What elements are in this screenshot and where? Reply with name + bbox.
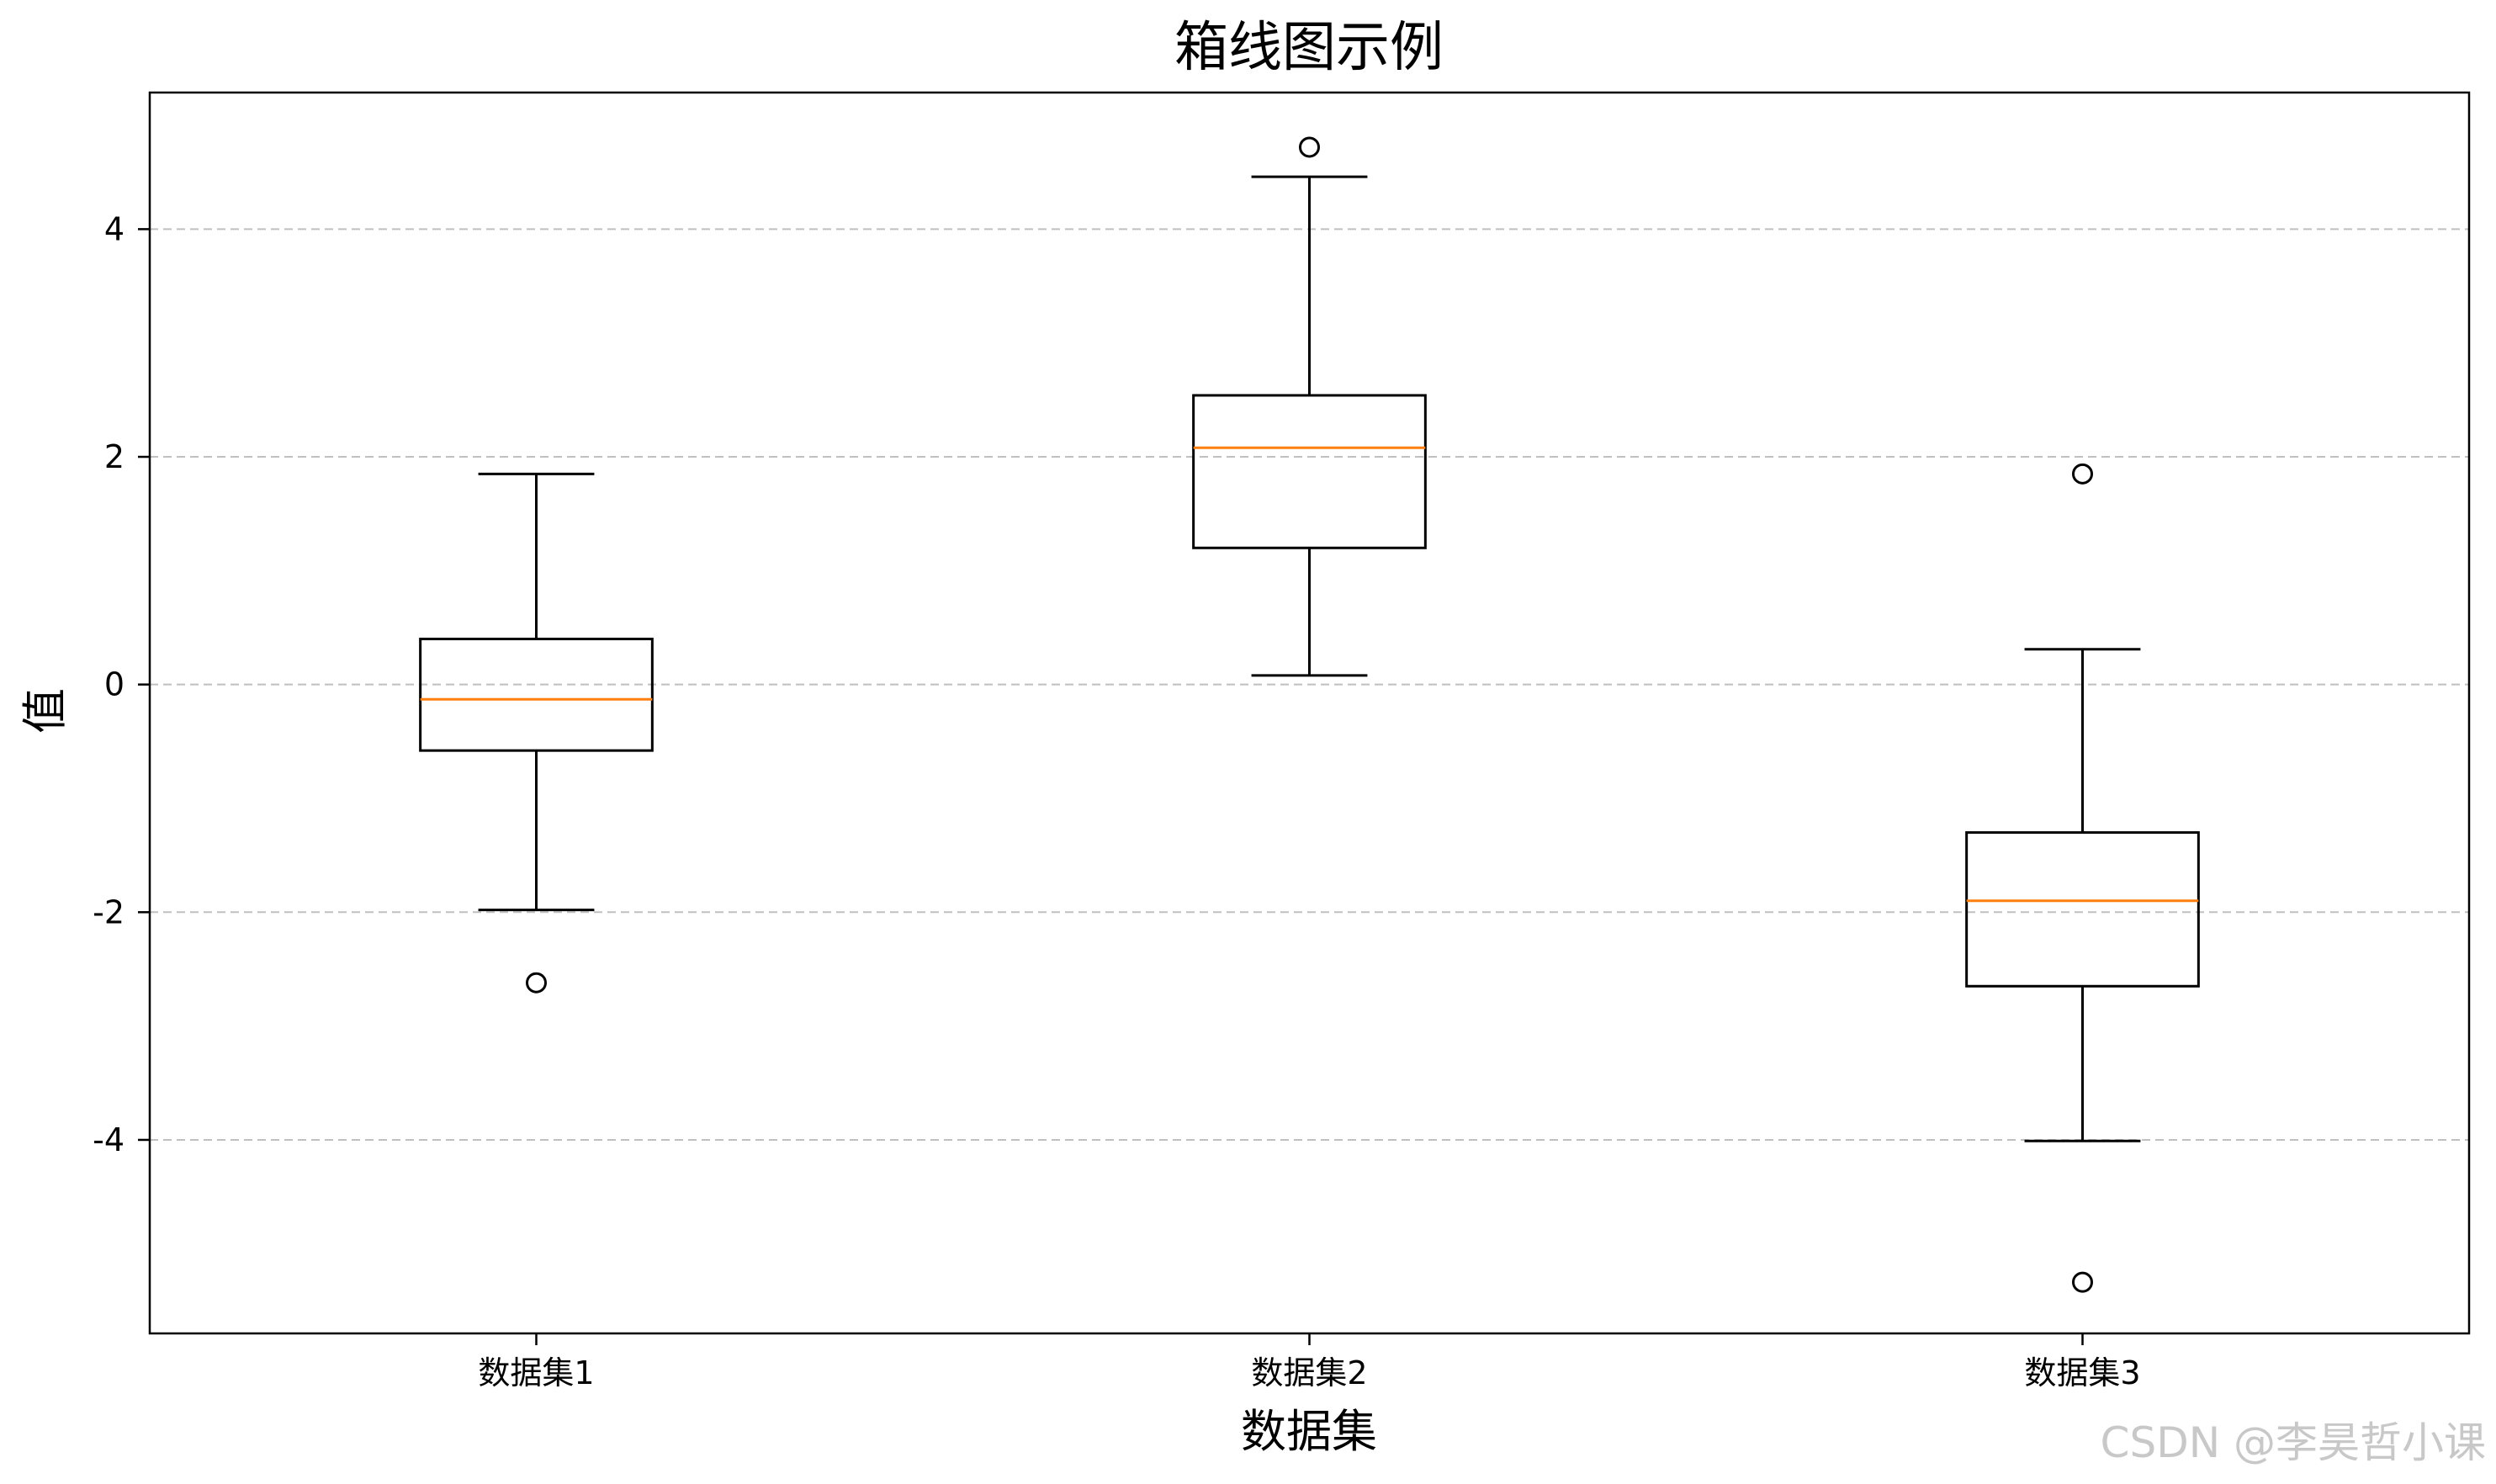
x-ticks: 数据集1 数据集2 数据集3 <box>478 1333 2141 1391</box>
y-tick-label: 2 <box>104 438 125 475</box>
x-tick-label: 数据集1 <box>478 1354 594 1391</box>
x-tick-label: 数据集2 <box>1251 1354 1367 1391</box>
chart-title: 箱线图示例 <box>1174 17 1444 79</box>
y-tick-label: -4 <box>93 1121 125 1158</box>
outlier-point <box>1299 136 1320 158</box>
box-group <box>1965 463 2200 1293</box>
outlier-point <box>2072 463 2093 485</box>
iqr-box <box>419 638 654 752</box>
y-axis-label: 值 <box>19 688 72 734</box>
watermark-text: CSDN @李昊哲小课 <box>2101 1418 2486 1467</box>
box-group <box>419 472 654 994</box>
iqr-box <box>1965 831 2200 988</box>
y-tick-label: 0 <box>104 666 125 703</box>
x-tick-label: 数据集3 <box>2024 1354 2140 1391</box>
outlier-point <box>2072 1271 2093 1293</box>
boxes <box>419 136 2200 1293</box>
iqr-box <box>1192 394 1427 549</box>
x-axis-label: 数据集 <box>1241 1405 1377 1458</box>
y-ticks: 4 2 0 -2 -4 <box>93 210 150 1158</box>
outlier-point <box>526 972 547 994</box>
y-tick-label: -2 <box>93 893 125 930</box>
y-tick-label: 4 <box>104 210 125 247</box>
box-group <box>1192 136 1427 677</box>
